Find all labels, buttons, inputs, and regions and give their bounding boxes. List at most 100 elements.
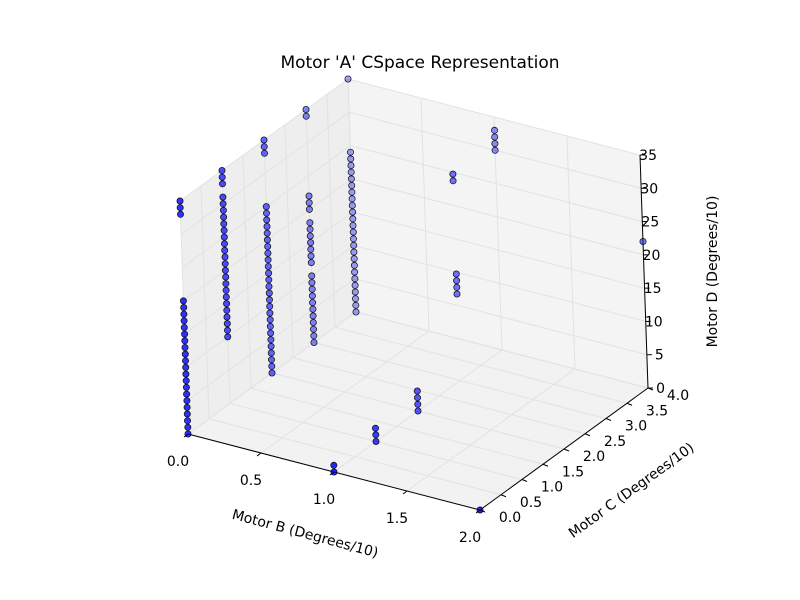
data-point (263, 236, 271, 244)
y-tick-mark (542, 463, 549, 467)
data-point (183, 410, 191, 418)
data-point (263, 216, 271, 224)
data-point (268, 369, 276, 377)
tick-labels: 0.00.51.01.52.00.00.51.01.52.02.53.03.54… (167, 148, 689, 546)
data-point (221, 266, 229, 274)
data-point (180, 317, 188, 325)
data-point (223, 306, 231, 314)
z-tick-label: 25 (641, 215, 659, 231)
data-point (371, 424, 379, 432)
grid-line (566, 135, 576, 370)
data-point (222, 286, 230, 294)
grid-line (420, 97, 430, 332)
y-tick-label: 4.0 (667, 388, 689, 404)
data-point (220, 233, 228, 241)
data-point (348, 201, 356, 209)
data-point (266, 322, 274, 330)
data-point (220, 213, 228, 221)
x-tick-mark (183, 433, 189, 438)
data-point (222, 293, 230, 301)
data-point (223, 300, 231, 308)
data-point (263, 222, 271, 230)
data-point (267, 342, 275, 350)
y-tick-mark (626, 402, 633, 406)
grid-line (351, 178, 644, 256)
data-point (268, 362, 276, 370)
data-point (308, 292, 316, 300)
data-point (491, 133, 499, 141)
data-point (183, 397, 191, 405)
data-point (265, 289, 273, 297)
data-point (309, 325, 317, 333)
data-point (372, 437, 380, 445)
x-tick-mark (402, 490, 408, 495)
data-point (179, 297, 187, 305)
data-point (305, 199, 313, 207)
data-point (491, 140, 499, 148)
data-point (264, 249, 272, 257)
data-point (453, 283, 461, 291)
data-point (181, 343, 189, 351)
data-point (310, 332, 318, 340)
grid-line (292, 357, 586, 435)
data-point (183, 417, 191, 425)
data-point (306, 232, 314, 240)
data-point (453, 277, 461, 285)
data-point (349, 215, 357, 223)
data-point (262, 203, 270, 211)
data-point (176, 204, 184, 212)
data-point (308, 272, 316, 280)
data-point (308, 279, 316, 287)
data-point (182, 383, 190, 391)
data-point (219, 200, 227, 208)
data-point (220, 240, 228, 248)
data-point (218, 180, 226, 188)
data-point (181, 330, 189, 338)
data-point (310, 338, 318, 346)
grid-line (313, 342, 607, 419)
data-point (348, 195, 356, 203)
data-point (222, 273, 230, 281)
x-tick-label: 2.0 (459, 530, 481, 546)
data-point (309, 312, 317, 320)
grid-line (350, 145, 643, 223)
data-point (306, 225, 314, 233)
z-axis-line (639, 154, 649, 389)
z-tick-label: 30 (640, 181, 658, 197)
y-tick-mark (605, 418, 612, 421)
data-point (181, 337, 189, 345)
data-point (350, 261, 358, 269)
chart-title: Motor 'A' CSpace Representation (280, 53, 559, 73)
data-point (218, 173, 226, 181)
data-point (350, 241, 358, 249)
data-point (306, 219, 314, 227)
data-point (309, 318, 317, 326)
data-point (413, 387, 421, 395)
data-point (346, 148, 354, 156)
grid-line (334, 326, 628, 404)
x-tick-mark (256, 452, 262, 457)
y-tick-mark (521, 479, 528, 482)
data-point (347, 175, 355, 183)
y-tick-label: 2.0 (583, 449, 605, 465)
data-point (180, 303, 188, 311)
data-point (349, 235, 357, 243)
data-point (449, 170, 457, 178)
data-point (224, 333, 232, 341)
data-point (223, 320, 231, 328)
grid-line (493, 116, 503, 351)
data-point (414, 407, 422, 415)
data-point (219, 206, 227, 214)
grid-line (354, 278, 647, 356)
data-point (263, 229, 271, 237)
data-point (348, 181, 356, 189)
data-point (352, 308, 360, 316)
grid-line (352, 211, 645, 289)
data-point (265, 276, 273, 284)
data-point (491, 146, 499, 154)
x-tick-mark (475, 509, 481, 514)
data-point (223, 313, 231, 321)
data-point (267, 329, 275, 337)
data-point (309, 299, 317, 307)
data-point (264, 242, 272, 250)
